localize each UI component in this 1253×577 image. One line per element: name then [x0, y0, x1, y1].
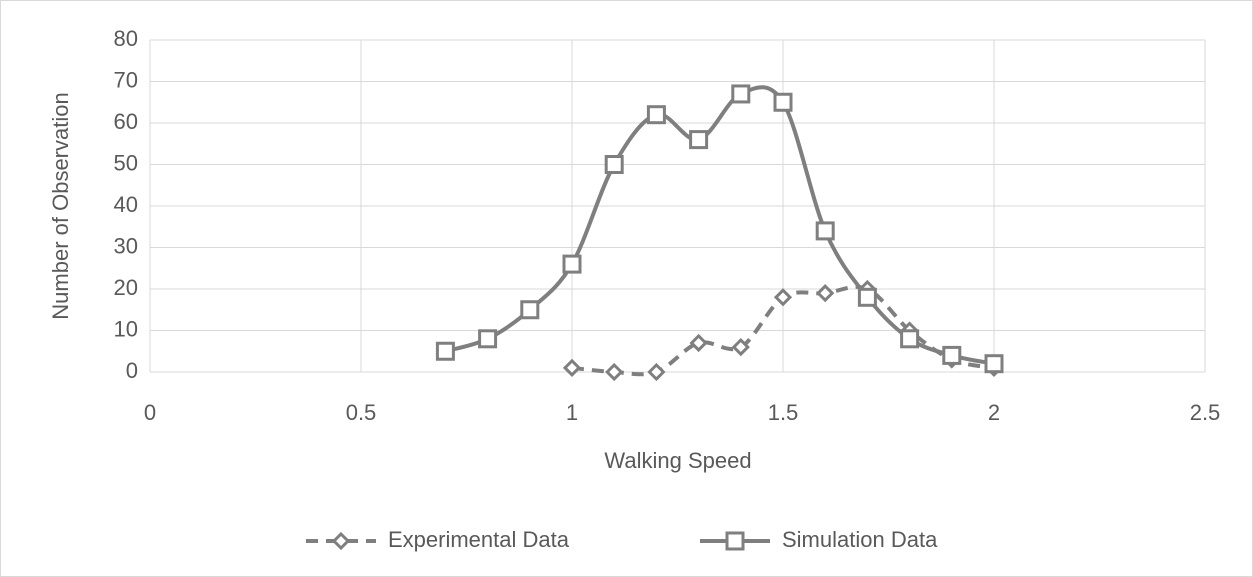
data-point [647, 362, 666, 382]
series-line [444, 85, 995, 366]
legend-label: Experimental Data [388, 527, 570, 552]
data-point [816, 284, 835, 303]
y-tick-label: 50 [114, 150, 138, 175]
legend-marker [725, 531, 745, 551]
data-point [689, 333, 708, 353]
y-tick-label: 40 [114, 192, 138, 217]
x-tick-label: 0 [144, 400, 156, 425]
x-axis-label: Walking Speed [604, 448, 751, 473]
legend-marker [331, 531, 351, 551]
x-tick-label: 1 [566, 400, 578, 425]
y-tick-label: 70 [114, 67, 138, 92]
x-tick-label: 0.5 [346, 400, 377, 425]
data-point [478, 329, 498, 349]
data-point [562, 358, 582, 377]
legend-label: Simulation Data [782, 527, 938, 552]
y-tick-label: 60 [114, 109, 138, 134]
y-tick-label: 20 [114, 275, 138, 300]
data-point [900, 329, 920, 349]
data-point [942, 345, 962, 365]
data-point [984, 354, 1004, 374]
data-point [605, 362, 624, 382]
data-point [646, 105, 666, 125]
y-tick-label: 80 [114, 26, 138, 51]
data-point [773, 92, 793, 112]
data-point [731, 337, 750, 357]
y-tick-label: 30 [114, 233, 138, 258]
x-tick-label: 2 [988, 400, 1000, 425]
y-tick-label: 10 [114, 316, 138, 341]
data-point [520, 300, 540, 320]
data-point [435, 341, 455, 361]
data-point [773, 288, 793, 307]
data-point [562, 254, 582, 274]
y-tick-label: 0 [126, 358, 138, 383]
data-point [604, 155, 624, 174]
data-point [815, 221, 835, 241]
data-point [689, 130, 709, 150]
data-point [731, 84, 751, 104]
data-point [857, 287, 877, 307]
y-axis-label: Number of Observation [48, 92, 73, 319]
x-tick-label: 1.5 [768, 400, 799, 425]
x-tick-label: 2.5 [1190, 400, 1221, 425]
